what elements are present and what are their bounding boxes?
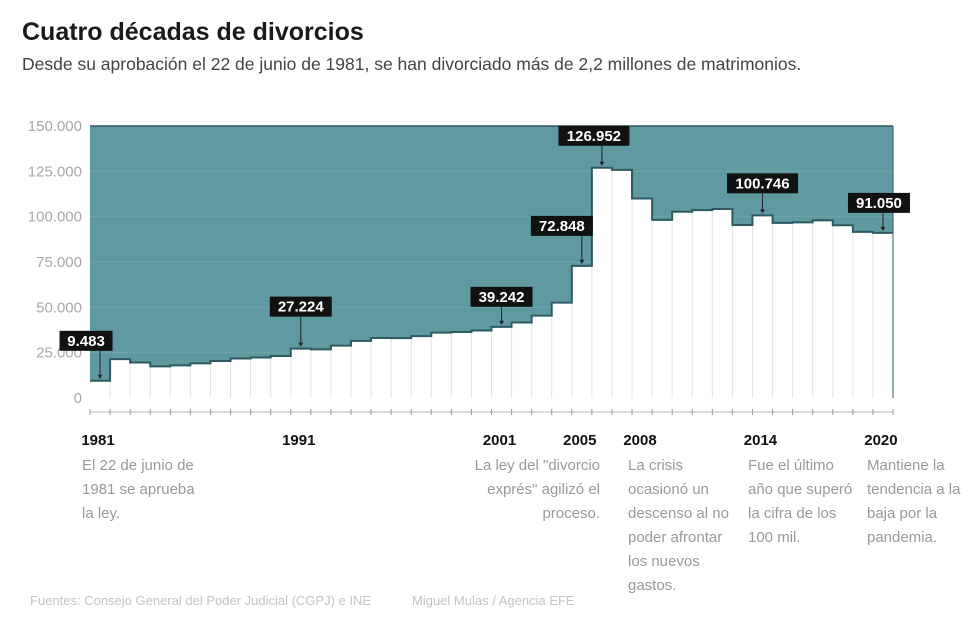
x-tick-label-2014: 2014: [744, 432, 778, 449]
y-tick-label: 150.000: [28, 118, 82, 135]
data-step-1995: [371, 337, 391, 339]
data-step-1982: [110, 358, 130, 360]
arrow-head-icon: [97, 374, 103, 379]
data-step-2011: [692, 209, 712, 211]
label-box-2005: [530, 215, 593, 236]
x-tick-label-2008: 2008: [623, 432, 656, 449]
y-tick-label: 75.000: [36, 254, 82, 271]
arrow-head-icon: [499, 320, 505, 325]
y-tick-label: 125.000: [28, 163, 82, 180]
data-step-1989: [251, 356, 271, 358]
chart-subtitle: Desde su aprobación el 22 de junio de 19…: [22, 54, 802, 74]
data-step-1992: [311, 348, 331, 350]
label-box-1981: [59, 330, 113, 351]
y-tick-label: 0: [74, 390, 82, 407]
arrow-head-icon: [599, 161, 605, 166]
arrow-head-icon: [579, 259, 585, 264]
data-step-1991: [291, 348, 311, 350]
data-step-2010: [672, 211, 692, 213]
data-step-1988: [231, 358, 251, 360]
data-step-2002: [512, 322, 532, 324]
data-step-2006: [592, 167, 612, 169]
data-step-1996: [391, 337, 411, 339]
data-step-2017: [813, 219, 833, 221]
arrow-head-icon: [298, 342, 304, 347]
note-2014: Fue el último año que superó la cifra de…: [748, 457, 853, 546]
label-box-2001: [470, 286, 533, 307]
y-tick-label: 100.000: [28, 209, 82, 226]
arrow-head-icon: [760, 209, 766, 214]
note-2020: Mantiene la tendencia a la baja por la p…: [867, 457, 961, 546]
data-step-2001: [492, 326, 512, 328]
data-label-2020: 91.050: [856, 195, 902, 212]
data-step-2004: [552, 302, 572, 304]
arrow-head-icon: [880, 226, 886, 231]
note-2008: La crisis ocasionó un descenso al no pod…: [628, 457, 729, 594]
data-step-2015: [773, 222, 793, 224]
data-step-1984: [150, 365, 170, 367]
data-step-2007: [612, 169, 632, 171]
data-step-2013: [732, 224, 752, 226]
label-box-2014: [727, 173, 799, 194]
source-text: Fuentes: Consejo General del Poder Judic…: [30, 593, 372, 608]
x-tick-label-2001: 2001: [483, 432, 516, 449]
data-label-1981: 9.483: [67, 333, 105, 350]
x-tick-label-2005: 2005: [563, 432, 596, 449]
series-step-line: [90, 166, 893, 382]
credit-text: Miguel Mulas / Agencia EFE: [412, 593, 575, 608]
data-step-2000: [471, 330, 491, 332]
label-box-1991: [269, 296, 332, 317]
data-step-1994: [351, 340, 371, 342]
x-tick-label-1991: 1991: [282, 432, 315, 449]
label-box-2020: [847, 192, 910, 213]
x-tick-label-2020: 2020: [864, 432, 897, 449]
data-step-2012: [712, 208, 732, 210]
chart-title: Cuatro décadas de divorcios: [22, 18, 364, 46]
data-label-2005: 72.848: [539, 218, 585, 235]
data-step-1981: [90, 380, 110, 382]
data-label-2001: 39.242: [479, 289, 525, 306]
data-label-2014: 100.746: [735, 175, 789, 192]
data-step-1983: [130, 361, 150, 363]
data-step-1993: [331, 345, 351, 347]
data-step-2005: [572, 265, 592, 267]
data-step-1990: [271, 355, 291, 357]
note-1981: El 22 de junio de 1981 se aprueba la ley…: [82, 457, 195, 522]
label-box-2006: [558, 125, 630, 146]
data-step-1999: [451, 331, 471, 333]
data-step-1987: [210, 360, 230, 362]
data-step-2003: [532, 315, 552, 317]
data-step-1986: [190, 362, 210, 364]
y-tick-label: 50.000: [36, 299, 82, 316]
data-step-2020: [873, 232, 893, 234]
x-tick-label-1981: 1981: [81, 432, 114, 449]
data-step-2019: [853, 231, 873, 233]
data-step-2016: [793, 221, 813, 223]
data-step-2018: [833, 224, 853, 226]
data-step-1998: [431, 332, 451, 334]
data-step-2009: [652, 219, 672, 221]
data-step-1985: [170, 364, 190, 366]
data-label-2006: 126.952: [567, 128, 621, 145]
data-label-1991: 27.224: [278, 299, 325, 316]
data-step-2014: [752, 214, 772, 216]
data-step-1997: [411, 335, 431, 337]
note-2005: La ley del "divorcio exprés" agilizó el …: [474, 457, 600, 522]
data-step-2008: [632, 197, 652, 199]
